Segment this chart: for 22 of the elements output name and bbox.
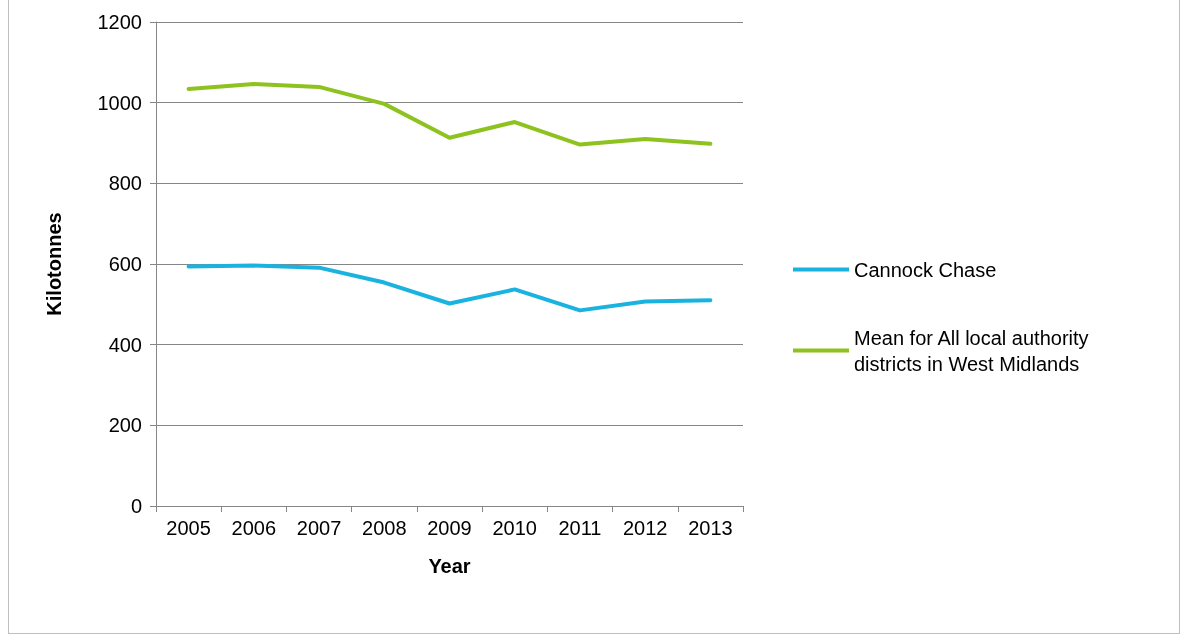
line-series [186,82,713,147]
line-series [186,263,713,313]
y-tick-label: 800 [108,172,142,195]
y-axis-title: Kilotonnes [43,212,65,316]
legend-label: Cannock Chase [854,258,997,281]
x-tick-label: 2010 [492,517,537,539]
x-tick-label: 2011 [558,517,602,539]
y-tick-label: 0 [130,495,142,517]
x-tick-label: 2007 [296,517,342,539]
y-tick-label: 600 [108,253,142,275]
x-axis-title: Year [428,555,471,577]
y-tick-label: 1000 [97,91,142,114]
y-tick-label: 1200 [97,11,142,33]
legend-label: Mean for All local authority districts in West Midlands [854,326,1095,375]
y-tick-label: 400 [108,333,142,356]
x-tick-label: 2008 [362,517,407,539]
x-tick-label: 2013 [688,517,733,539]
x-tick-label: 2005 [166,517,211,539]
x-tick-label: 2012 [622,517,668,539]
x-tick-label: 2009 [427,517,472,539]
y-tick-label: 200 [108,414,142,437]
x-tick-label: 2006 [231,517,277,539]
